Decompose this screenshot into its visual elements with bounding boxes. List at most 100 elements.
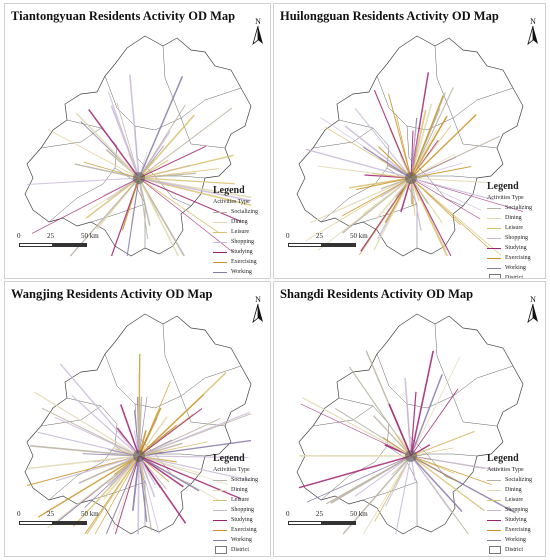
legend-item: Shopping	[213, 237, 258, 247]
district-boundary	[162, 323, 182, 397]
legend-label: Studying	[505, 516, 527, 523]
origin-cluster	[133, 172, 145, 184]
od-flow-line	[47, 129, 140, 179]
od-flow-line	[55, 455, 140, 482]
od-flow-line	[410, 162, 463, 179]
legend-label: Working	[505, 264, 526, 271]
scale-segment	[53, 521, 87, 525]
od-flow-line	[138, 177, 219, 233]
scale-tick-label: 25	[316, 232, 323, 240]
od-flow-line	[410, 123, 417, 179]
legend-item: Socializing	[487, 203, 532, 213]
od-flow-line	[326, 455, 412, 505]
district-boundary	[90, 203, 146, 223]
od-flow-line	[86, 455, 140, 535]
legend-label: Leisure	[505, 496, 523, 503]
od-flow-line	[410, 153, 455, 179]
od-flow-line	[410, 455, 463, 512]
scale-tick-label: 50 km	[350, 232, 368, 240]
od-flow-line	[138, 417, 221, 457]
north-arrow-icon: N	[249, 18, 267, 51]
legend-swatch	[487, 499, 501, 501]
legend-item: Leisure	[213, 227, 258, 237]
od-flow-line	[138, 416, 168, 457]
north-label: N	[530, 17, 536, 26]
legend-item: Working	[213, 535, 258, 545]
od-flow-line	[138, 455, 252, 482]
legend-item: Studying	[213, 247, 258, 257]
legend-swatch	[487, 257, 501, 259]
od-flow-line	[138, 76, 184, 179]
legend-swatch	[213, 221, 227, 223]
legend-swatch	[213, 519, 227, 521]
od-flow-line	[324, 126, 412, 179]
legend-label: District	[231, 546, 249, 553]
scale-segment	[19, 521, 53, 525]
legend-item: Working	[487, 535, 532, 545]
scale-segment	[322, 243, 356, 247]
od-flow-line	[410, 455, 485, 512]
scale-tick-label: 25	[47, 232, 54, 240]
district-boundary	[362, 203, 418, 223]
od-flow-line	[410, 177, 481, 220]
legend-swatch	[487, 217, 501, 219]
legend-label: Leisure	[231, 496, 249, 503]
od-flow-line	[102, 455, 140, 501]
od-flow-line	[29, 445, 140, 457]
od-flow-line	[138, 442, 183, 457]
legend-label: Socializing	[505, 476, 532, 483]
legend-swatch	[487, 207, 501, 209]
legend-label: Shopping	[231, 238, 255, 245]
od-flow-line	[138, 455, 156, 498]
od-flow-line	[116, 102, 140, 179]
od-flow-line	[410, 177, 495, 201]
north-label: N	[255, 17, 261, 26]
od-flow-line	[305, 148, 412, 179]
od-flow-line	[114, 455, 140, 535]
legend-swatch	[213, 251, 227, 253]
scale-segment	[19, 243, 53, 247]
od-flow-line	[385, 455, 412, 507]
od-flow-line	[138, 455, 167, 490]
od-flow-line	[404, 378, 412, 457]
od-flow-line	[37, 431, 140, 457]
legend-item: Leisure	[213, 495, 258, 505]
od-flow-line	[410, 455, 485, 470]
od-flow-line	[105, 455, 140, 535]
od-flow-line	[356, 177, 412, 190]
legend-label: Socializing	[231, 476, 258, 483]
legend-swatch	[213, 271, 227, 273]
legend-item: Working	[487, 263, 532, 273]
district-boundary	[104, 75, 242, 131]
od-flow-line	[388, 403, 412, 457]
od-flow-line	[410, 177, 482, 211]
od-flow-line	[109, 455, 140, 487]
legend-swatch	[487, 539, 501, 541]
origin-cluster	[133, 450, 145, 462]
od-flow-line	[121, 177, 140, 231]
legend-item: Shopping	[487, 233, 532, 243]
district-swatch	[215, 546, 227, 554]
od-map	[296, 35, 524, 257]
scale-bar: 0 25 50 km	[286, 232, 408, 258]
od-flow-line	[138, 145, 207, 179]
north-label: N	[530, 295, 536, 304]
legend-swatch	[487, 509, 501, 511]
od-flow-line	[138, 107, 233, 179]
legend-item: Studying	[213, 515, 258, 525]
legend-item: Leisure	[487, 495, 532, 505]
od-flow-line	[373, 415, 412, 457]
od-flow-line	[388, 93, 412, 179]
legend-label: Exercising	[231, 526, 257, 533]
od-flow-line	[138, 177, 151, 226]
od-flow-line	[410, 125, 452, 179]
legend-item: Exercising	[213, 525, 258, 535]
od-flow-line	[410, 177, 448, 257]
od-flow-line	[410, 455, 492, 485]
od-flow-line	[47, 455, 140, 529]
legend-swatch	[213, 241, 227, 243]
legend-label: Shopping	[505, 234, 529, 241]
od-map	[24, 313, 252, 535]
od-flow-line	[138, 172, 197, 179]
